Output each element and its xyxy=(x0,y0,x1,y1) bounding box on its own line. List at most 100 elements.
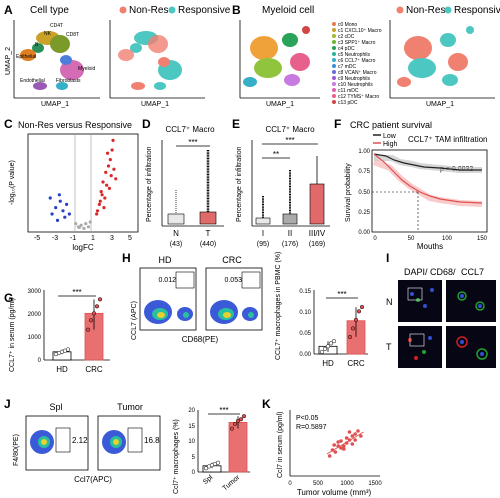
legend-resp-a: Responsive xyxy=(178,5,231,16)
volcano-point xyxy=(57,193,61,197)
j-gate-spl: 2.12 xyxy=(72,436,88,445)
e-cat-i: I xyxy=(262,229,264,238)
panel-f-letter: F xyxy=(334,117,341,131)
panel-j: J Spl Tumor F4/80(PE) 2.12 16.8 Ccl7(APC… xyxy=(4,397,250,494)
survival-high-line xyxy=(373,153,483,204)
umap-x-label-a2: UMAP_1 xyxy=(141,101,169,108)
d-cat-t: T xyxy=(206,229,211,238)
volcano-point xyxy=(79,223,83,227)
e-n-iii: (169) xyxy=(309,241,325,248)
f-xtick-2: 100 xyxy=(442,236,453,242)
dot-1 xyxy=(356,309,362,314)
j-flow-spl-title: Spl xyxy=(49,402,62,412)
cluster-2: c2 cDC xyxy=(338,34,355,40)
panel-a: A Cell type Non-Res Responsive UMAP_2 UM… xyxy=(4,3,231,108)
volcano-point xyxy=(48,196,52,200)
c-xtick-2: -1 xyxy=(70,235,76,242)
volcano-point xyxy=(109,174,113,178)
panel-c-letter: C xyxy=(4,117,13,131)
volcano-point xyxy=(110,148,114,152)
f-xtick-0: 0 xyxy=(373,236,377,242)
f-ytick-0: 0.00 xyxy=(358,230,370,236)
survival-low-line xyxy=(373,153,482,171)
panel-k-p: P<0.05 xyxy=(296,415,318,422)
volcano-point xyxy=(106,164,111,168)
panel-i: I DAPI/ CD68/ CCL7 N T xyxy=(386,251,496,368)
panel-d-letter: D xyxy=(142,117,151,131)
dot-0 xyxy=(319,349,325,354)
panel-b-letter: B xyxy=(232,3,241,17)
dot-1 xyxy=(97,297,103,302)
volcano-point xyxy=(54,206,58,210)
cluster-3: c3 SPP1⁺ Macro xyxy=(338,40,376,46)
gate-spl xyxy=(55,427,71,453)
volcano-point xyxy=(63,215,67,219)
volcano-point xyxy=(86,225,91,229)
j-ytick-0: 0 xyxy=(192,470,196,476)
dot-1 xyxy=(347,334,353,339)
bars-g xyxy=(52,297,104,361)
panel-f-subtitle: CCL7⁺ TAM infiltration xyxy=(408,135,488,144)
label-cd4t: CD4T xyxy=(50,23,63,29)
d-n-t: (440) xyxy=(200,241,216,248)
panel-f-title: CRC patient survival xyxy=(350,120,432,130)
box-d-t xyxy=(199,150,217,225)
panel-i-letter: I xyxy=(386,251,389,265)
panel-e-sig2: *** xyxy=(285,136,294,145)
umap-x-label-b: UMAP_1 xyxy=(266,101,294,108)
j-bar-ylabel: Ccl7⁺ macrophages (%) xyxy=(173,419,180,494)
g-cat-crc: CRC xyxy=(85,365,103,374)
panel-g-ylabel: CCL7⁺ in serum (pg/ml) xyxy=(9,298,16,372)
g-cat-hd: HD xyxy=(56,365,68,374)
e-cat-ii: II xyxy=(288,229,292,238)
scatter-point xyxy=(344,436,349,440)
panel-d-ylabel: Percentage of infiltration xyxy=(146,146,153,222)
scatter-point xyxy=(336,440,340,444)
j-gate-tumor: 16.8 xyxy=(144,436,160,445)
volcano-point xyxy=(82,226,86,230)
volcano-point xyxy=(58,199,62,203)
h-gate-crc: 0.053 xyxy=(224,277,242,284)
volcano-point xyxy=(67,212,71,216)
panel-a-letter: A xyxy=(4,3,13,17)
flow-crc-density xyxy=(210,300,258,324)
volcano-point xyxy=(77,225,81,230)
scatter-point xyxy=(339,446,343,450)
dot-1 xyxy=(353,317,359,322)
volcano-point xyxy=(55,218,60,222)
volcano-point xyxy=(65,202,69,206)
f-xtick-1: 50 xyxy=(408,236,415,242)
legend-high: High xyxy=(383,141,398,148)
scatter-point xyxy=(342,447,346,451)
panel-j-sig: *** xyxy=(219,406,228,415)
cluster-10: c10 Neutrophils xyxy=(338,82,373,88)
flow-hd-density xyxy=(144,300,193,324)
panel-e-title: CCL7⁺ Macro xyxy=(265,125,315,134)
panel-k-letter: K xyxy=(262,397,271,411)
bars-h xyxy=(318,305,366,355)
dot-1 xyxy=(241,414,247,419)
i-row-n: N xyxy=(386,297,393,307)
flow-tumor-density xyxy=(102,430,126,454)
volcano-point xyxy=(114,177,118,181)
label-myeloid: Myeloid xyxy=(78,66,95,72)
cluster-8: c8 VCAN⁺ Macro xyxy=(338,70,377,76)
dot-0 xyxy=(203,466,209,471)
volcano-point xyxy=(104,170,108,174)
dot-0 xyxy=(322,346,328,351)
j-cat-spl: Spl xyxy=(202,474,215,486)
scatter-point xyxy=(353,438,357,442)
volcano-point xyxy=(105,151,110,155)
c-xtick-1: -3 xyxy=(52,235,58,242)
dot-1 xyxy=(232,421,238,427)
g-ytick-2: 2000 xyxy=(28,312,42,318)
f-ytick-1: 0.25 xyxy=(358,210,370,216)
scatter-point xyxy=(350,434,355,438)
f-ytick-3: 0.75 xyxy=(358,169,370,175)
scatter-point xyxy=(356,429,360,433)
volcano-point xyxy=(102,206,106,210)
e-cat-iii: III/IV xyxy=(309,229,326,238)
umap-y-label: UMAP_2 xyxy=(5,47,12,75)
cluster-1: c1 CXCL10⁺ Macro xyxy=(338,28,382,34)
